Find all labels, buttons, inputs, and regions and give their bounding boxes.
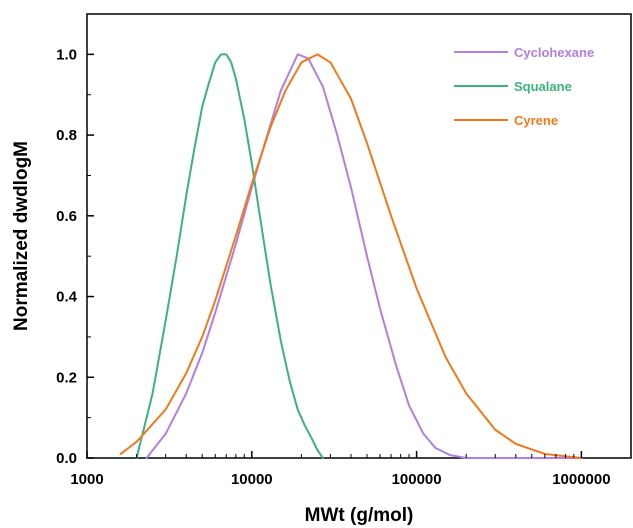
legend-label-cyclohexane: Cyclohexane [514,45,594,60]
y-tick-label: 0.0 [56,450,77,467]
y-tick-label: 0.2 [56,369,77,386]
legend-label-cyrene: Cyrene [514,113,558,128]
legend: Cyclohexane Squalane Cyrene [454,45,594,128]
plot-frame [86,13,632,459]
y-tick-label: 1.0 [56,46,77,63]
x-tick-label: 100000 [392,471,442,488]
plot-area [86,13,632,459]
x-axis-title: MWt (g/mol) [305,505,414,526]
legend-label-squalane: Squalane [514,79,572,94]
axis-layer: 1000 10000 100000 1000000 0.0 0.2 0.4 0.6 0.8 1.0 [56,13,611,488]
y-tick-label: 0.6 [56,208,77,225]
y-tick-label: 0.8 [56,127,77,144]
y-axis-title: Normalized dwdlogM [11,141,32,331]
x-tick-label: 10000 [231,471,273,488]
series-line-squalane [135,53,324,459]
series-layer [119,53,583,459]
series-line-cyrene [119,53,583,459]
y-tick-label: 0.4 [56,289,78,306]
series-line-cyclohexane [145,53,583,459]
x-tick-label: 1000 [70,471,103,488]
x-tick-label: 1000000 [552,471,610,488]
